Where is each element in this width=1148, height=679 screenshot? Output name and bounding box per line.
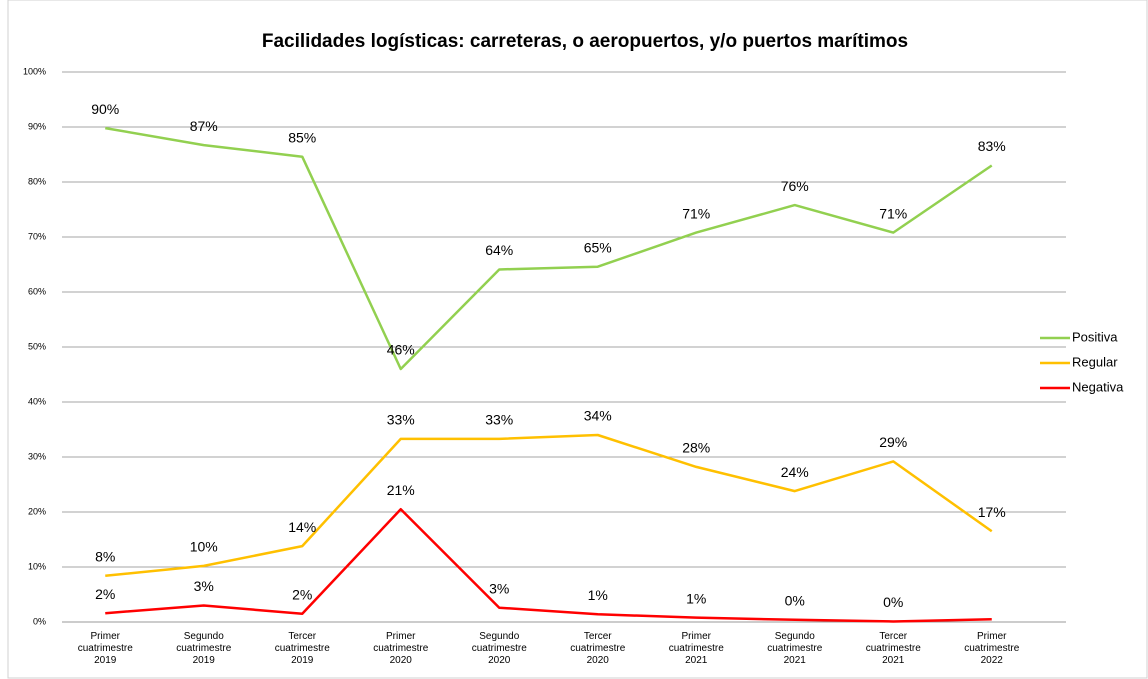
data-label: 2%	[95, 586, 115, 602]
y-tick-label: 40%	[28, 396, 46, 406]
data-label: 90%	[91, 101, 119, 117]
x-tick-line: Primer	[977, 631, 1007, 642]
x-tick-line: Tercer	[879, 631, 907, 642]
x-tick-line: cuatrimestre	[176, 643, 231, 654]
data-label: 21%	[387, 482, 415, 498]
series-line	[105, 126, 993, 371]
legend-label: Negativa	[1072, 379, 1124, 394]
data-label: 64%	[485, 242, 513, 258]
y-tick-label: 90%	[28, 121, 46, 131]
x-tick-label: Segundo cuatrimestre 2021	[767, 631, 822, 666]
x-tick-line: cuatrimestre	[373, 643, 428, 654]
legend-label: Positiva	[1072, 329, 1118, 344]
x-tick-line: Primer	[91, 631, 121, 642]
chart-frame	[7, 0, 1148, 679]
x-tick-line: cuatrimestre	[275, 643, 330, 654]
data-label: 8%	[95, 549, 115, 565]
x-tick-line: 2021	[784, 655, 807, 666]
x-tick-label: Tercer cuatrimestre 2019	[275, 631, 330, 666]
data-label: 71%	[879, 205, 907, 221]
y-tick-label: 80%	[28, 176, 46, 186]
data-label: 83%	[978, 138, 1006, 154]
x-tick-line: Segundo	[775, 631, 815, 642]
data-label: 76%	[781, 178, 809, 194]
y-tick-label: 60%	[28, 286, 46, 296]
x-tick-line: 2019	[94, 655, 117, 666]
y-tick-label: 0%	[33, 616, 46, 626]
x-tick-label: Primer cuatrimestre 2021	[669, 631, 724, 666]
data-label: 65%	[584, 239, 612, 255]
x-tick-line: 2019	[291, 655, 314, 666]
x-tick-line: 2021	[882, 655, 905, 666]
x-tick-line: Tercer	[288, 631, 316, 642]
x-tick-line: 2020	[390, 655, 413, 666]
x-tick-label: Segundo cuatrimestre 2020	[472, 631, 527, 666]
x-tick-line: Segundo	[479, 631, 519, 642]
x-tick-line: Primer	[682, 631, 712, 642]
data-label: 87%	[190, 118, 218, 134]
data-label: 34%	[584, 408, 612, 424]
data-label: 0%	[883, 594, 903, 610]
x-tick-line: Segundo	[184, 631, 224, 642]
x-tick-label: Primer cuatrimestre 2019	[78, 631, 133, 666]
x-tick-label: Primer cuatrimestre 2022	[964, 631, 1019, 666]
y-tick-label: 30%	[28, 451, 46, 461]
data-label: 10%	[190, 539, 218, 555]
data-label: 2%	[292, 586, 312, 602]
x-tick-line: Primer	[386, 631, 416, 642]
series-line	[105, 508, 992, 623]
data-label: 14%	[288, 519, 316, 535]
series-line	[105, 433, 993, 578]
x-tick-label: Tercer cuatrimestre 2020	[570, 631, 625, 666]
x-tick-line: cuatrimestre	[78, 643, 133, 654]
data-label: 3%	[194, 578, 214, 594]
y-tick-label: 10%	[28, 561, 46, 571]
x-tick-line: cuatrimestre	[472, 643, 527, 654]
data-label: 71%	[682, 205, 710, 221]
data-label: 46%	[387, 342, 415, 358]
y-tick-label: 50%	[28, 341, 46, 351]
x-tick-line: cuatrimestre	[767, 643, 822, 654]
x-tick-label: Primer cuatrimestre 2020	[373, 631, 428, 666]
x-tick-line: cuatrimestre	[570, 643, 625, 654]
data-label: 33%	[387, 412, 415, 428]
data-label: 1%	[686, 590, 706, 606]
x-tick-line: Tercer	[584, 631, 612, 642]
data-label: 85%	[288, 129, 316, 145]
data-label: 0%	[785, 593, 805, 609]
data-label: 24%	[781, 464, 809, 480]
x-tick-line: 2019	[193, 655, 216, 666]
x-tick-line: cuatrimestre	[964, 643, 1019, 654]
legend-label: Regular	[1072, 354, 1118, 369]
y-tick-label: 70%	[28, 231, 46, 241]
x-tick-line: cuatrimestre	[669, 643, 724, 654]
data-label: 1%	[588, 587, 608, 603]
y-tick-label: 100%	[23, 66, 46, 76]
x-tick-line: 2021	[685, 655, 708, 666]
x-tick-label: Segundo cuatrimestre 2019	[176, 631, 231, 666]
x-tick-line: 2020	[488, 655, 511, 666]
data-label: 28%	[682, 440, 710, 456]
x-tick-line: 2022	[981, 655, 1004, 666]
x-tick-label: Tercer cuatrimestre 2021	[866, 631, 921, 666]
data-label: 29%	[879, 434, 907, 450]
x-tick-line: 2020	[587, 655, 610, 666]
y-tick-label: 20%	[28, 506, 46, 516]
chart-title: Facilidades logísticas: carreteras, o ae…	[262, 31, 908, 52]
data-label: 17%	[978, 504, 1006, 520]
x-tick-line: cuatrimestre	[866, 643, 921, 654]
data-label: 33%	[485, 412, 513, 428]
data-label: 3%	[489, 580, 509, 596]
